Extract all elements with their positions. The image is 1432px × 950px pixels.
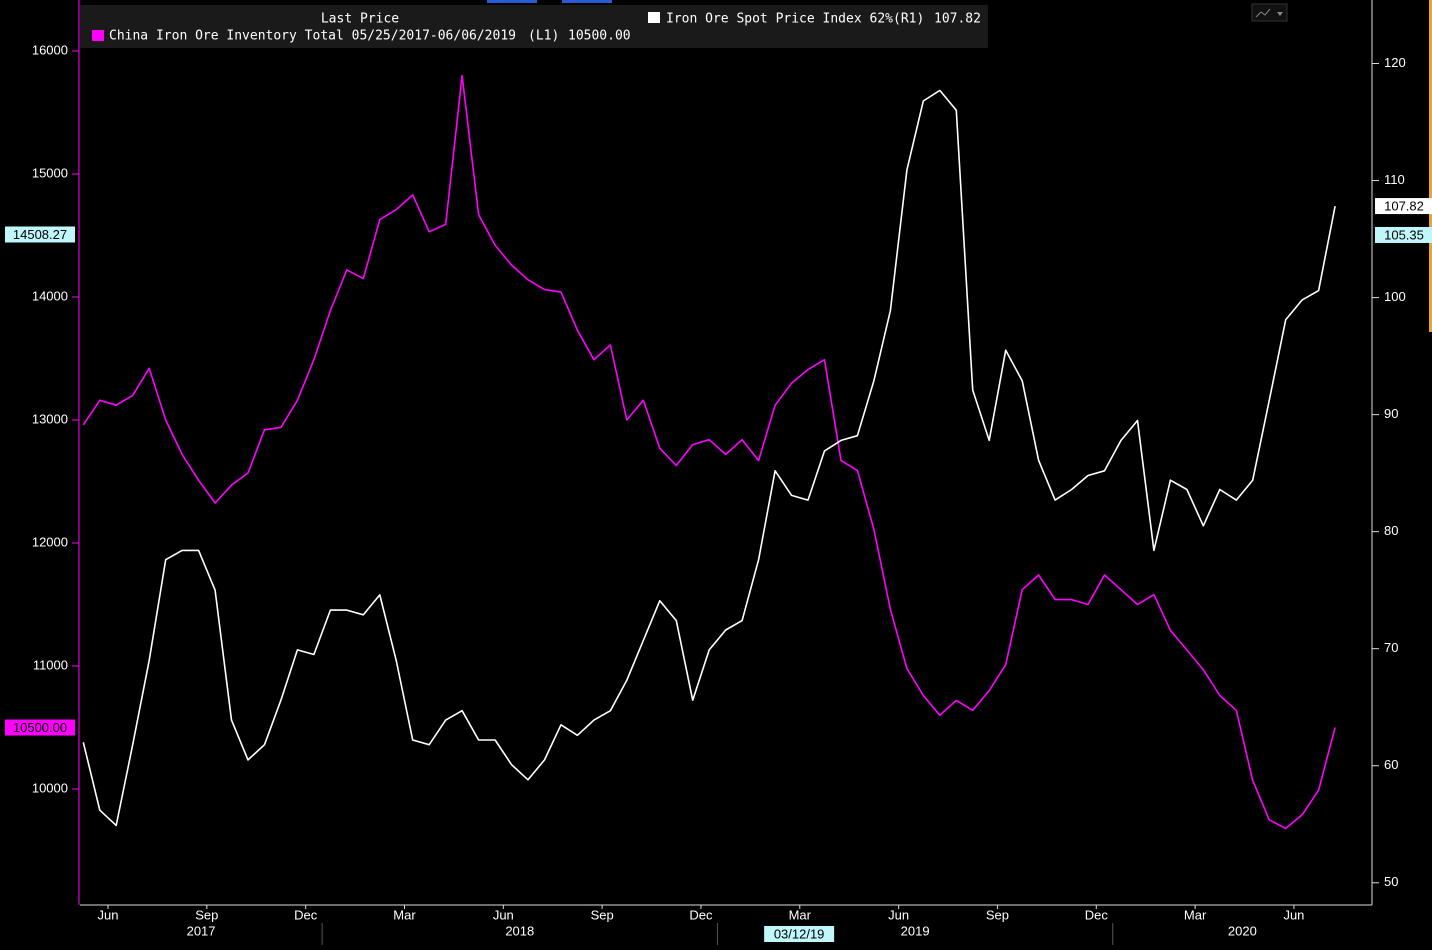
chart-type-icon	[1255, 8, 1271, 18]
dropdown-arrow	[1277, 12, 1283, 16]
x-tick-label: Sep	[986, 907, 1009, 922]
y2-tick-label: 100	[1384, 289, 1406, 304]
y-tick-label: 16000	[32, 42, 68, 57]
legend-axis: (L1)	[528, 29, 559, 44]
value-tag-label: 107.82	[1384, 199, 1424, 214]
value-tag	[1375, 198, 1432, 215]
tab	[487, 0, 537, 3]
x-tick-label: Jun	[98, 907, 119, 922]
x-tick-label: Dec	[294, 907, 318, 922]
legend-swatch	[92, 30, 104, 41]
y-tick-label: 10000	[32, 780, 68, 795]
x-tick-label: Mar	[393, 907, 416, 922]
y2-tick-label: 110	[1384, 172, 1405, 187]
legend-last: 10500.00	[568, 29, 631, 44]
tab	[562, 0, 612, 3]
value-tag	[5, 226, 75, 243]
x-tick-label: Jun	[493, 907, 514, 922]
x-tick-label: Mar	[789, 907, 812, 922]
x-tick-label: Sep	[591, 907, 614, 922]
x-tick-label: Jun	[1283, 907, 1304, 922]
chart-type-button[interactable]	[1251, 3, 1288, 22]
y-tick-label: 11000	[33, 657, 68, 672]
y2-tick-label: 60	[1384, 757, 1398, 772]
x-tick-label: Sep	[195, 907, 218, 922]
series-line	[82, 89, 1336, 827]
year-label: 2018	[505, 923, 534, 938]
legend-label: Iron Ore Spot Price Index 62%	[666, 12, 893, 27]
y2-tick-label: 120	[1384, 55, 1406, 70]
cursor-date-tag	[764, 926, 835, 942]
legend-header: Last Price	[321, 12, 399, 27]
value-tag-label: 10500.00	[13, 720, 67, 735]
y2-tick-label: 70	[1384, 640, 1398, 655]
legend-box	[80, 5, 988, 48]
y2-tick-label: 50	[1384, 874, 1398, 889]
year-label: 2017	[187, 923, 216, 938]
y-tick-label: 13000	[32, 411, 68, 426]
x-tick-label: Mar	[1184, 907, 1207, 922]
side-bar	[1429, 0, 1432, 332]
value-tag-label: 105.35	[1384, 227, 1424, 242]
legend-last: 107.82	[934, 12, 981, 27]
x-tick-label: Jun	[888, 907, 909, 922]
x-tick-label: Dec	[1085, 907, 1109, 922]
cursor-date-label: 03/12/19	[774, 926, 825, 941]
y-tick-label: 12000	[32, 534, 68, 549]
y-tick-label: 15000	[32, 165, 68, 180]
legend-axis: (R1)	[893, 12, 924, 27]
legend-label: China Iron Ore Inventory Total 05/25/201…	[109, 29, 516, 44]
series-line	[82, 74, 1336, 830]
year-label: 2019	[901, 923, 930, 938]
y2-tick-label: 90	[1384, 406, 1398, 421]
y-tick-label: 14000	[32, 288, 68, 303]
value-tag	[1375, 226, 1432, 243]
legend-swatch	[648, 12, 660, 23]
year-label: 2020	[1228, 923, 1257, 938]
x-tick-label: Dec	[689, 907, 713, 922]
value-tag-label: 14508.27	[13, 227, 67, 242]
value-tag	[5, 719, 75, 736]
y2-tick-label: 80	[1384, 523, 1398, 538]
